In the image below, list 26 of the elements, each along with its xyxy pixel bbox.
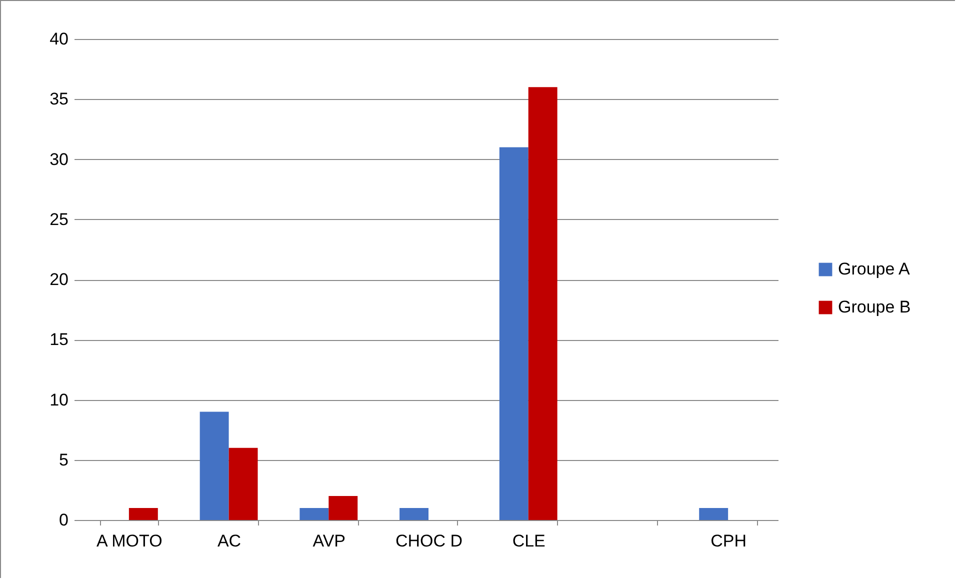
x-tick-label: AC: [217, 532, 242, 550]
y-tick-label: 5: [59, 450, 68, 470]
y-tick-label: 20: [50, 270, 68, 289]
x-tick-label: CLE: [512, 532, 546, 550]
x-tick-label: CHOC D: [395, 532, 463, 550]
y-tick-label: 25: [50, 210, 68, 229]
bar: [528, 87, 558, 520]
bar: [300, 508, 329, 520]
bar: [499, 147, 528, 520]
legend-label: Groupe A: [838, 260, 910, 278]
bar: [328, 496, 358, 520]
x-tick-label: AVP: [312, 532, 346, 550]
bar: [699, 508, 728, 520]
y-tick-label: 35: [50, 90, 68, 109]
y-tick-label: 15: [50, 330, 68, 350]
y-tick-label: 0: [59, 510, 68, 530]
x-tick-label: A MOTO: [96, 532, 162, 550]
x-tick-label: CPH: [710, 532, 747, 550]
y-tick-label: 30: [50, 150, 68, 169]
y-tick-label: 10: [50, 390, 68, 410]
bar: [400, 508, 428, 520]
bar: [128, 508, 158, 520]
bar: [200, 412, 229, 520]
legend-label: Groupe B: [838, 298, 911, 316]
y-tick-label: 40: [50, 30, 68, 48]
bar: [228, 448, 258, 520]
